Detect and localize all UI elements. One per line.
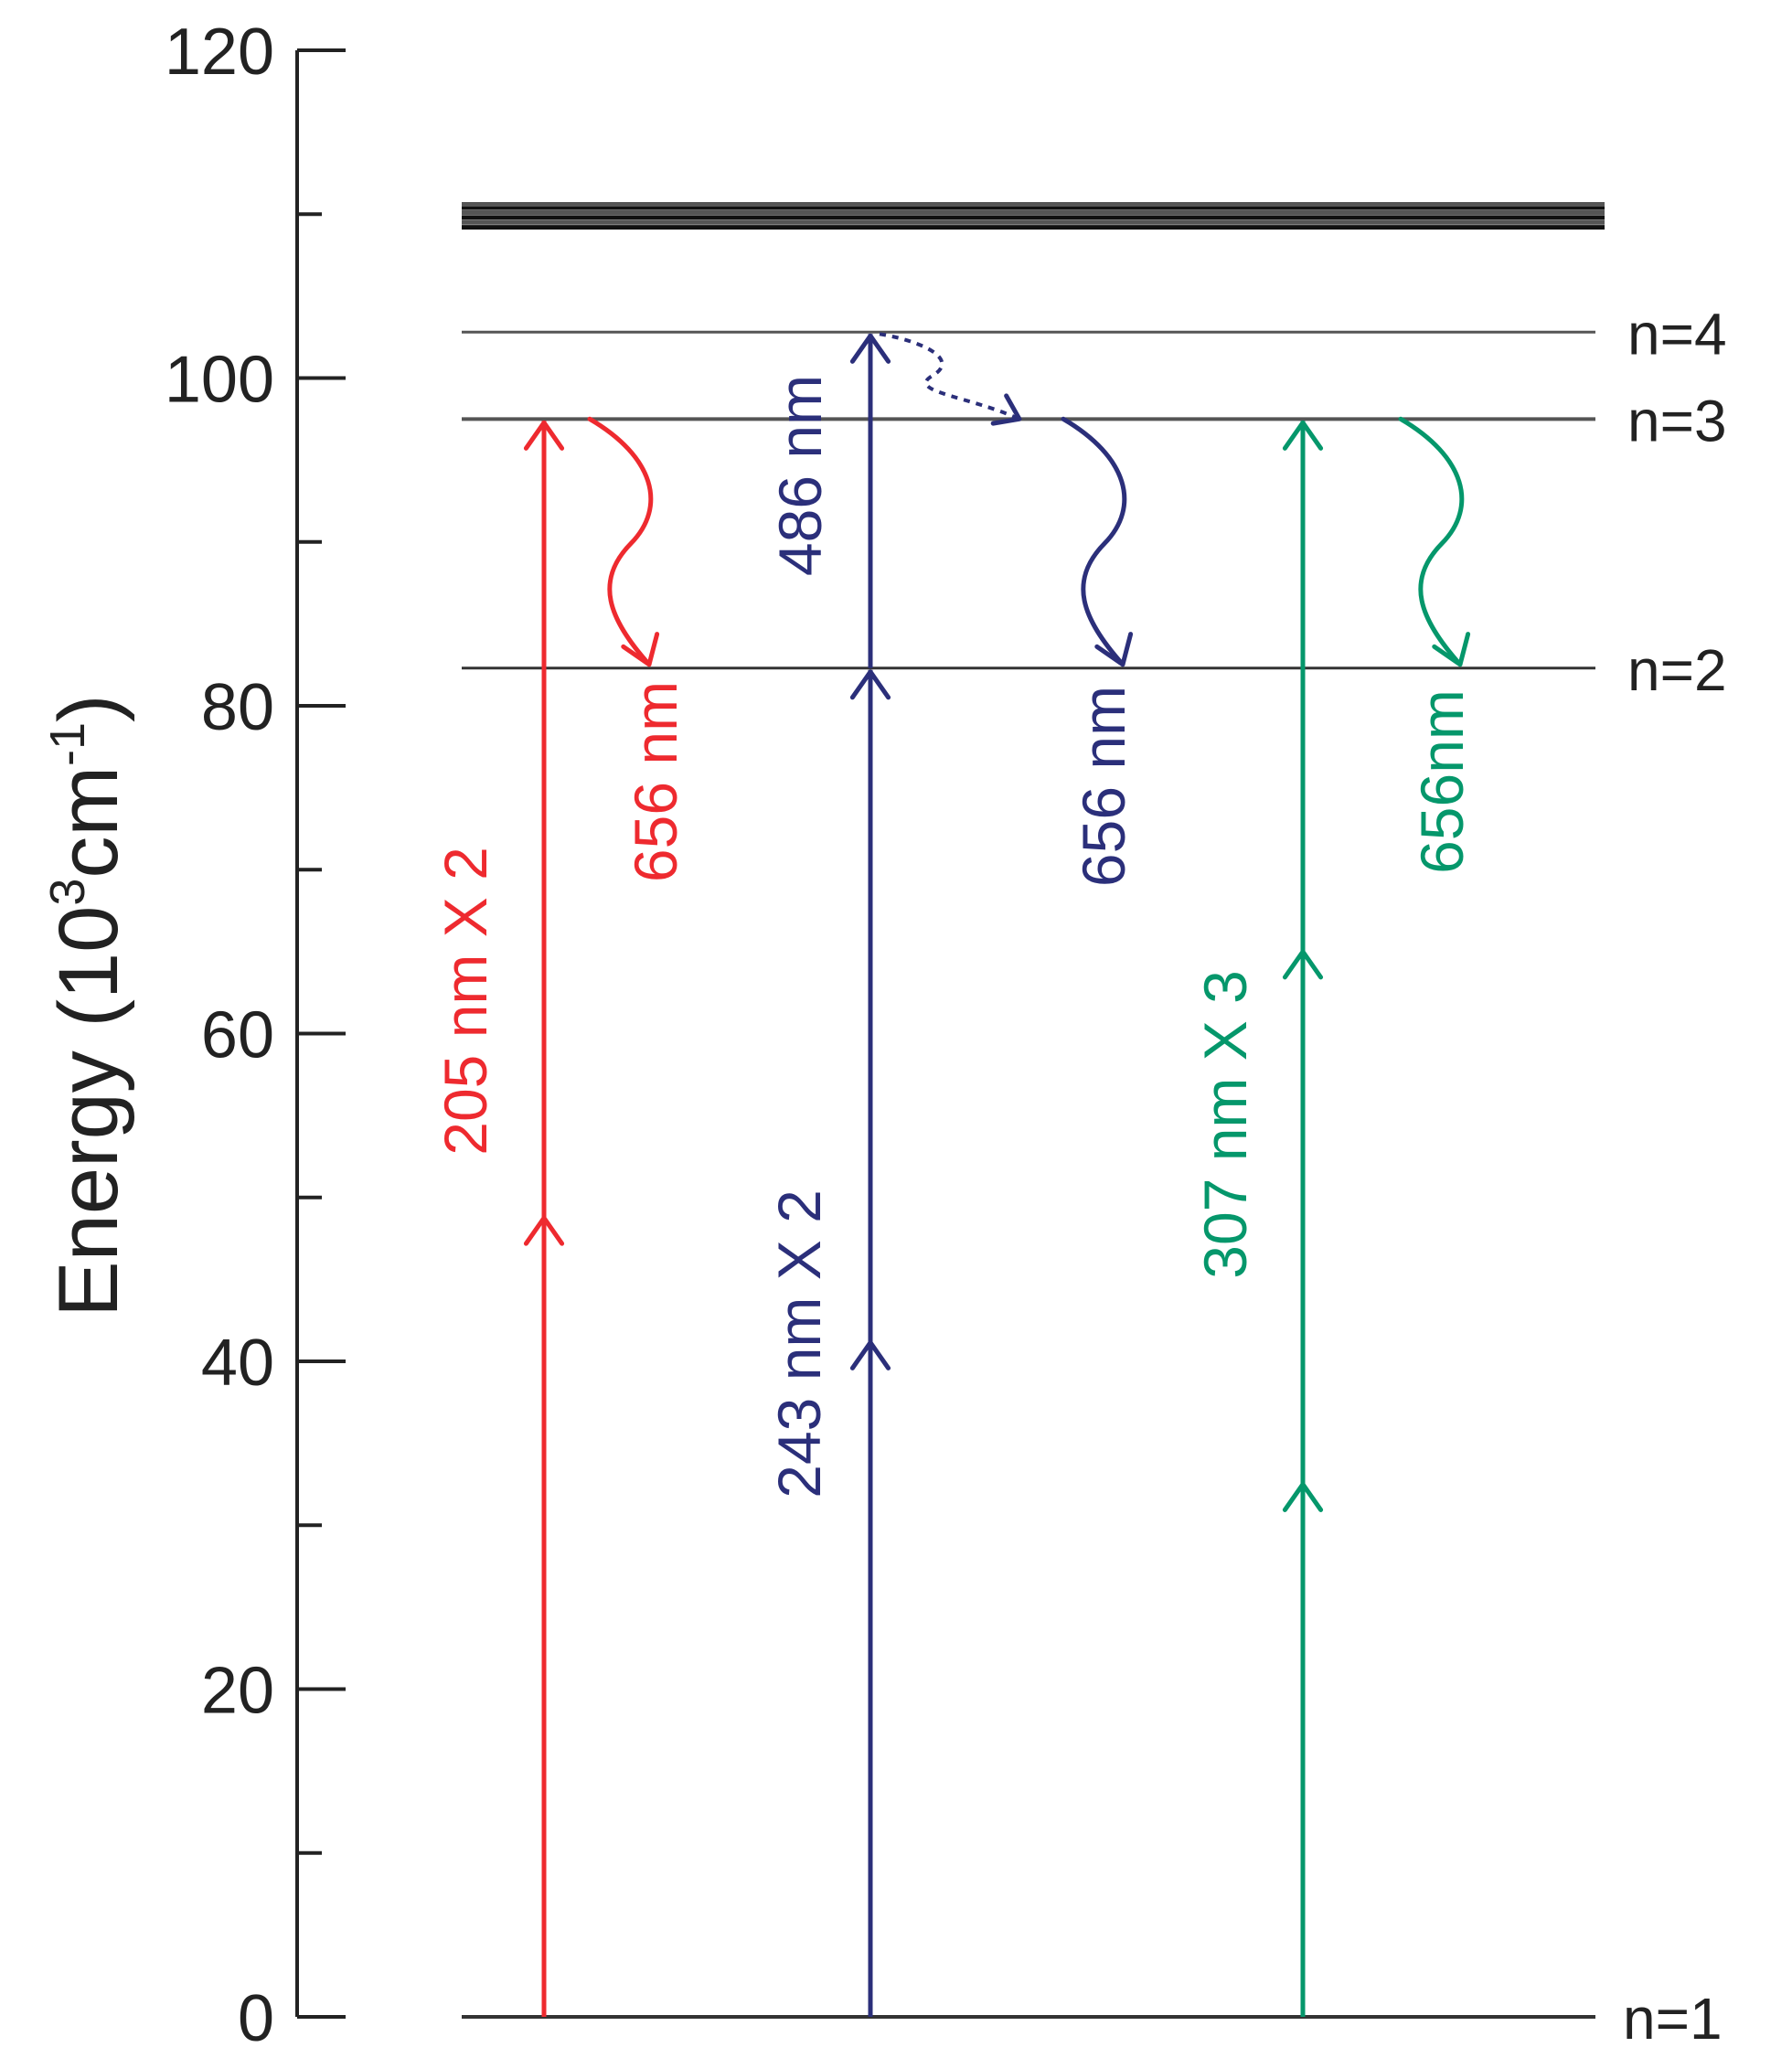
label-205nm-x2: 205 nm X 2 xyxy=(432,847,499,1156)
red-excitation-arrowhead-1 xyxy=(523,1215,565,1246)
label-red-656nm: 656 nm xyxy=(622,681,689,882)
green-excitation-arrowhead-2 xyxy=(1282,949,1324,980)
y-axis-ticks xyxy=(297,48,346,2019)
tick-label-100: 100 xyxy=(165,344,274,417)
y-axis-tick-labels: 0 20 40 60 80 100 120 xyxy=(165,16,274,2055)
red-emission-arrowhead xyxy=(621,632,660,667)
green-excitation-arrowhead-1 xyxy=(1282,1481,1324,1512)
green-emission-arrowhead xyxy=(1432,632,1471,667)
tick-label-60: 60 xyxy=(201,999,274,1072)
blue-relaxation-path xyxy=(879,332,1020,421)
blue-excitation-arrowhead-2 xyxy=(849,669,891,700)
level-label-n4: n=4 xyxy=(1627,301,1727,367)
level-label-n3: n=3 xyxy=(1627,388,1727,453)
transitions xyxy=(523,332,1471,2017)
label-blue-656nm: 656 nm xyxy=(1070,686,1137,887)
tick-label-20: 20 xyxy=(201,1655,274,1728)
tick-label-0: 0 xyxy=(238,1982,274,2055)
level-label-n1: n=1 xyxy=(1623,1986,1723,2052)
tick-label-80: 80 xyxy=(201,671,274,744)
label-243nm-x2: 243 nm X 2 xyxy=(765,1189,833,1498)
blue-emission-arrowhead xyxy=(1094,632,1134,667)
green-emission-path xyxy=(1398,416,1465,667)
y-axis-title: Energy (103cm-1) xyxy=(40,694,135,1317)
blue-486-arrowhead xyxy=(849,333,891,364)
blue-relaxation-arrowhead xyxy=(990,393,1022,426)
tick-label-120: 120 xyxy=(165,16,274,89)
red-excitation-arrowhead-2 xyxy=(523,420,565,451)
label-486nm: 486 nm xyxy=(766,375,834,576)
green-excitation-arrowhead-3 xyxy=(1282,420,1324,451)
ionization-continuum xyxy=(462,201,1605,230)
blue-excitation-arrowhead-1 xyxy=(849,1339,891,1370)
red-emission-path xyxy=(587,416,654,667)
label-green-656nm: 656nm xyxy=(1408,689,1476,874)
level-label-n2: n=2 xyxy=(1627,637,1727,703)
label-307nm-x3: 307 nm X 3 xyxy=(1191,970,1259,1279)
blue-emission-path xyxy=(1061,416,1127,667)
tick-label-40: 40 xyxy=(201,1327,274,1400)
